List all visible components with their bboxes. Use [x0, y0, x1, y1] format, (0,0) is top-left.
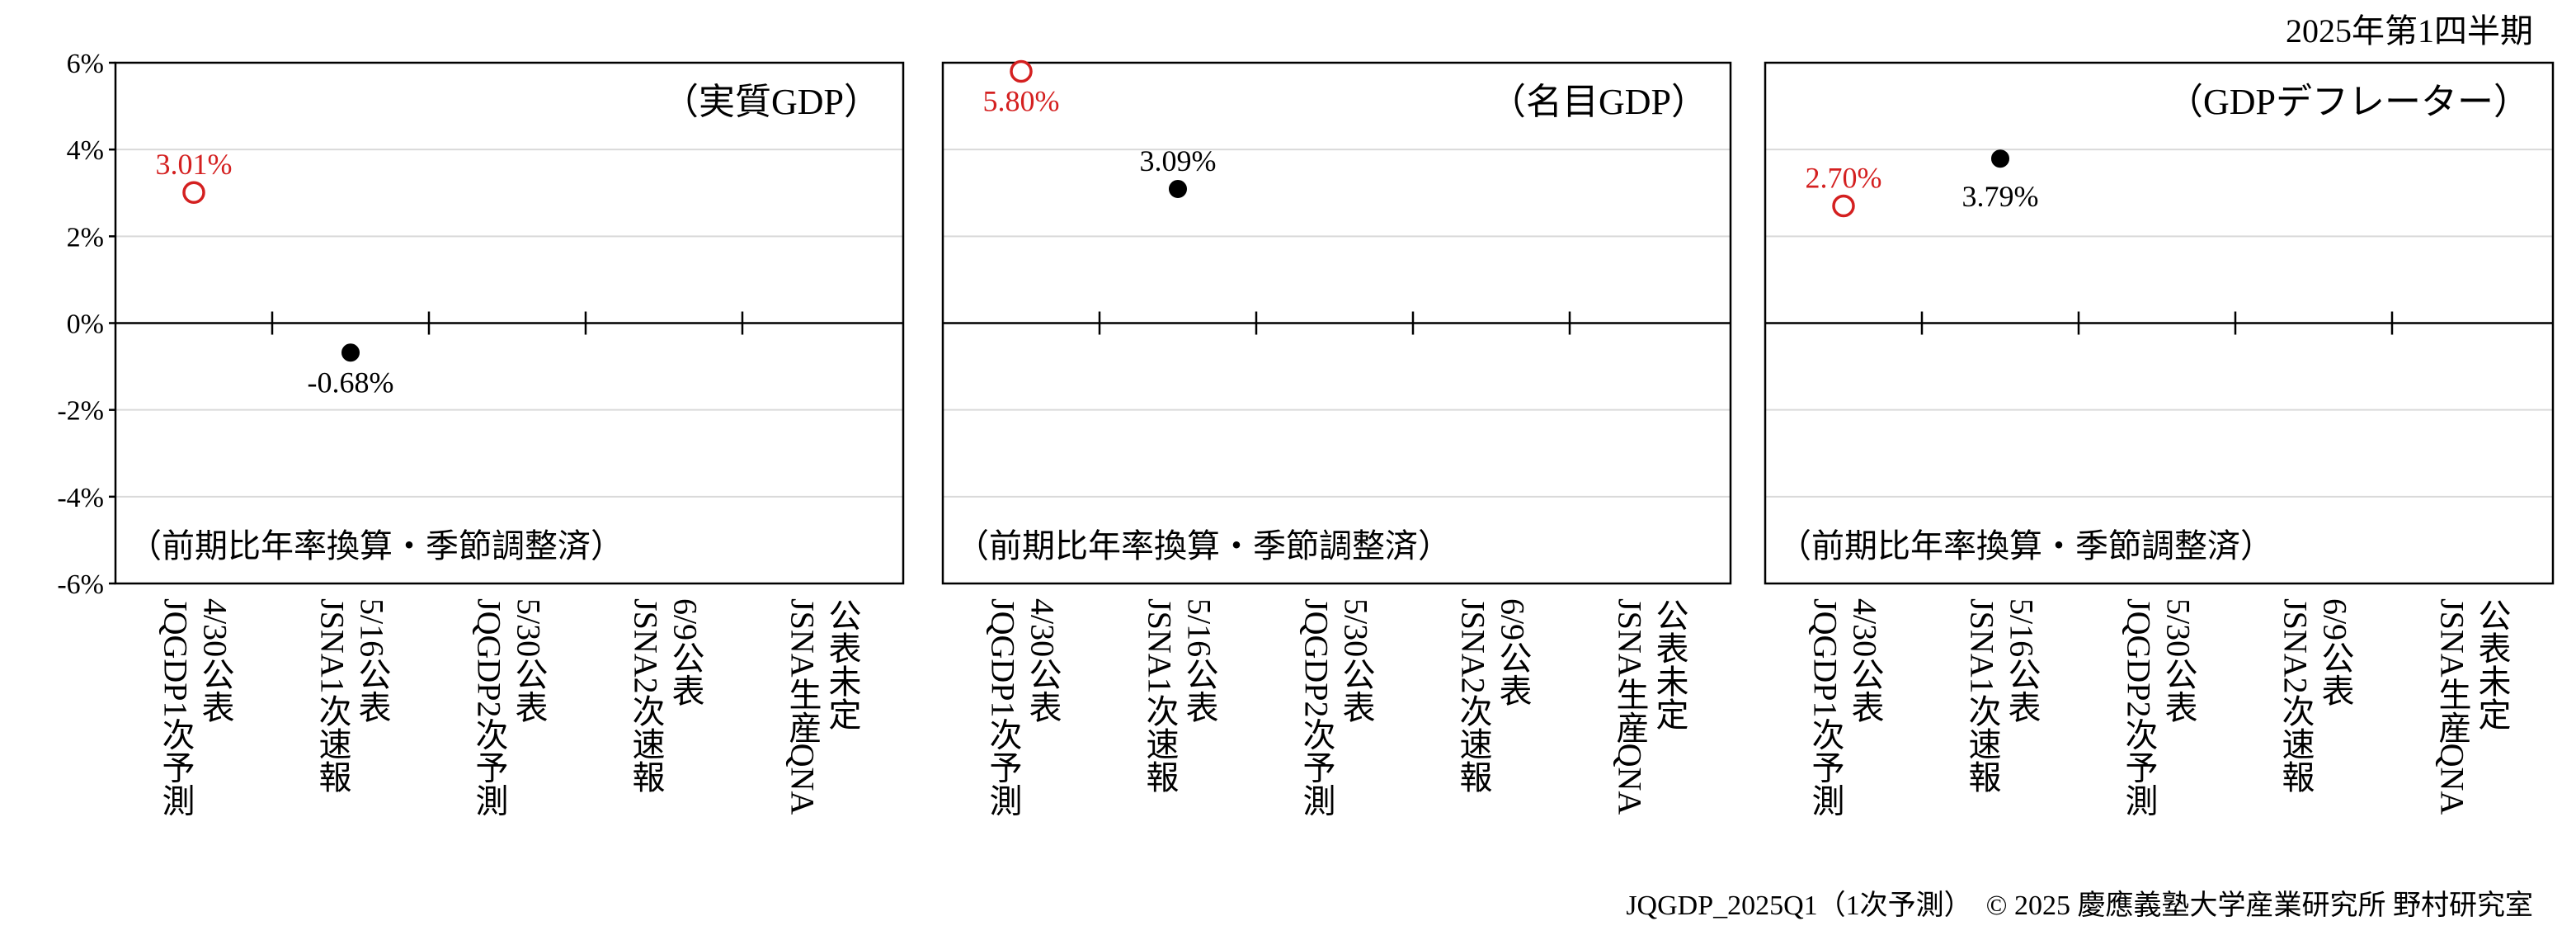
panel-note: （前期比年率換算・季節調整済） — [956, 527, 1451, 564]
category-label: 4/30公表 — [1024, 598, 1062, 723]
data-label: 3.09% — [1140, 144, 1217, 177]
category-label: 公表未定 — [2474, 598, 2511, 730]
category-label: 5/16公表 — [1181, 598, 1218, 723]
category-label: JSNA1次速報 — [314, 598, 351, 793]
footer-source: JQGDP_2025Q1（1次予測） © 2025 慶應義塾大学産業研究所 野村… — [1626, 890, 2533, 921]
y-tick-label: -4% — [57, 483, 104, 513]
panel-note: （前期比年率換算・季節調整済） — [1778, 527, 2273, 564]
data-label: 2.70% — [1806, 162, 1882, 195]
official-marker — [1169, 180, 1187, 199]
category-label: 6/9公表 — [1495, 598, 1532, 706]
official-marker — [1991, 149, 2009, 168]
category-label: JSNA2次速報 — [628, 598, 665, 793]
category-label: JSNA2次速報 — [1455, 598, 1492, 793]
y-tick-label: 6% — [67, 49, 104, 79]
category-label: 5/16公表 — [2004, 598, 2041, 723]
category-label: JSNA1次速報 — [1964, 598, 2001, 793]
panel-title: （実質GDP） — [662, 82, 880, 122]
category-label: 4/30公表 — [197, 598, 234, 723]
forecast-marker — [1010, 59, 1033, 83]
y-tick-label: 0% — [67, 309, 104, 340]
category-label: JSNA1次速報 — [1142, 598, 1179, 793]
category-label: 5/30公表 — [2160, 598, 2197, 723]
official-marker — [341, 343, 360, 362]
y-tick-label: -2% — [57, 396, 104, 427]
data-label: 3.01% — [156, 148, 233, 181]
category-label: 公表未定 — [824, 598, 861, 730]
category-label: JQGDP2次予測 — [471, 598, 508, 816]
panel-title: （名目GDP） — [1490, 82, 1707, 122]
category-label: 4/30公表 — [1847, 598, 1884, 723]
y-tick-label: 2% — [67, 222, 104, 253]
data-label: -0.68% — [308, 366, 394, 399]
category-label: JQGDP2次予測 — [2121, 598, 2158, 816]
category-label: JSNA2次速報 — [2277, 598, 2315, 793]
data-label: 5.80% — [983, 85, 1060, 118]
category-label: 6/9公表 — [2317, 598, 2354, 706]
category-label: 6/9公表 — [667, 598, 704, 706]
category-label: 5/16公表 — [354, 598, 391, 723]
panel-title: （GDPデフレーター） — [2167, 82, 2530, 122]
data-label: 3.79% — [1962, 180, 2039, 213]
category-label: JSNA生産QNA — [2434, 598, 2471, 815]
category-label: JQGDP1次予測 — [985, 598, 1022, 816]
period-label: 2025年第1四半期 — [2286, 12, 2533, 50]
category-label: 5/30公表 — [511, 598, 548, 723]
category-label: JQGDP1次予測 — [1807, 598, 1844, 816]
category-label: JSNA生産QNA — [1612, 598, 1649, 815]
category-label: 5/30公表 — [1338, 598, 1375, 723]
y-tick-label: 4% — [67, 135, 104, 166]
forecast-marker — [1832, 194, 1855, 218]
category-label: 公表未定 — [1651, 598, 1688, 730]
panel-note: （前期比年率換算・季節調整済） — [129, 527, 624, 564]
chart-panel-1: 6% 4% 2% 0% -2% -4% -6% （実質GDP） （前期比年率換算・季節調整済） 4… — [57, 49, 905, 816]
category-label: JQGDP2次予測 — [1298, 598, 1335, 816]
category-label: JQGDP1次予測 — [158, 598, 195, 816]
forecast-marker — [182, 181, 205, 204]
category-label: JSNA生産QNA — [784, 598, 822, 815]
y-tick-label: -6% — [57, 569, 104, 600]
chart-panel-3: （GDPデフレーター） （前期比年率換算・季節調整済） 4/30公表JQGDP1次予… — [1764, 61, 2555, 816]
